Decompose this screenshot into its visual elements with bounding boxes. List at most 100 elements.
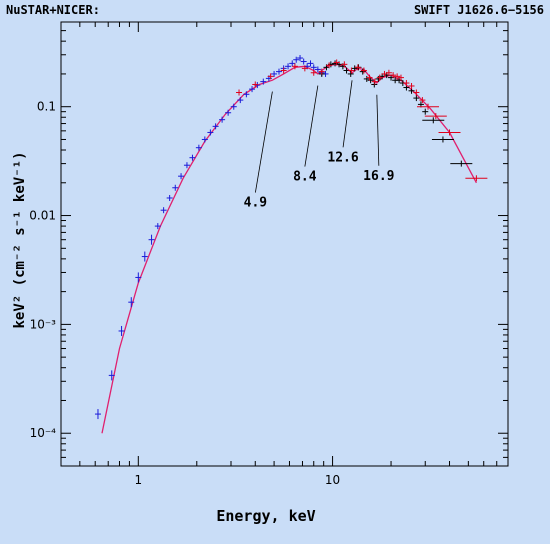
data-point <box>381 70 388 77</box>
x-axis-label: Energy, keV <box>216 507 315 525</box>
data-point <box>260 78 267 85</box>
data-point <box>297 55 304 62</box>
data-point <box>408 82 415 89</box>
data-point <box>212 123 219 130</box>
data-point <box>285 63 292 70</box>
chart-title-left: NuSTAR+NICER: <box>6 3 100 17</box>
data-point <box>166 194 173 201</box>
data-point <box>333 59 340 66</box>
x-tick-label: 1 <box>134 473 142 487</box>
data-point <box>371 78 378 85</box>
data-point <box>450 160 473 167</box>
data-point <box>207 129 214 136</box>
data-point <box>280 67 287 74</box>
data-point <box>249 86 256 93</box>
data-point <box>351 65 358 72</box>
data-point <box>422 117 445 124</box>
data-point <box>225 109 232 116</box>
data-point <box>300 58 307 65</box>
model-curve <box>101 63 477 434</box>
data-point <box>189 154 196 161</box>
y-axis-label: keV² (cm⁻² s⁻¹ keV⁻¹) <box>12 151 28 328</box>
data-point <box>108 370 115 381</box>
data-point <box>219 116 226 123</box>
data-point <box>363 75 370 82</box>
annotation-line <box>342 80 353 148</box>
data-point <box>465 175 488 182</box>
data-point <box>347 70 354 77</box>
data-point <box>160 207 167 214</box>
y-tick-label: 10⁻⁴ <box>30 426 57 440</box>
data-point <box>293 56 300 63</box>
data-point <box>301 65 308 72</box>
data-point <box>243 91 250 98</box>
data-point <box>413 95 420 102</box>
data-point <box>419 97 426 104</box>
data-point <box>307 60 314 67</box>
data-point <box>195 144 202 151</box>
data-point <box>271 70 278 77</box>
plot-frame <box>60 21 509 467</box>
data-point <box>360 67 367 74</box>
annotations-layer: 4.9 8.4 12.6 16.9 <box>244 80 394 211</box>
data-point <box>359 68 366 75</box>
data-point <box>390 72 397 79</box>
data-point <box>237 97 244 104</box>
data-point <box>201 136 208 143</box>
annotation-line <box>376 94 380 166</box>
data-points-layer <box>94 55 488 420</box>
data-point <box>326 62 333 69</box>
data-point <box>291 63 298 70</box>
data-point <box>135 272 142 283</box>
x-tick-label: 10 <box>325 473 340 487</box>
data-point <box>431 136 454 143</box>
data-point <box>375 75 382 82</box>
data-point <box>376 74 383 81</box>
data-point <box>438 129 461 136</box>
data-point <box>267 73 274 80</box>
annotation-label: 12.6 <box>327 150 358 165</box>
data-point <box>394 73 401 80</box>
data-point <box>424 113 447 120</box>
annotation-label: 16.9 <box>363 169 394 184</box>
annotation-label: 4.9 <box>244 196 267 211</box>
tick-labels: 1 10 10⁻⁴ 10⁻³ 0.01 0.1 <box>29 100 340 487</box>
data-point <box>230 103 237 110</box>
annotation-label: 8.4 <box>293 170 317 185</box>
model-curve-layer <box>101 63 477 434</box>
data-point <box>178 173 185 180</box>
data-point <box>118 325 125 336</box>
data-point <box>417 103 440 110</box>
data-point <box>172 184 179 191</box>
axis-ticks <box>60 22 509 467</box>
y-tick-label: 0.01 <box>29 209 56 223</box>
data-point <box>385 69 392 76</box>
annotation-line <box>304 85 319 167</box>
data-point <box>289 60 296 67</box>
data-point <box>141 251 148 262</box>
data-point <box>318 68 325 75</box>
data-point <box>148 234 155 245</box>
data-point <box>413 89 420 96</box>
data-point <box>314 66 321 73</box>
data-point <box>128 297 135 308</box>
data-point <box>367 77 374 84</box>
data-point <box>236 89 243 96</box>
data-point <box>403 80 410 87</box>
data-point <box>366 74 373 81</box>
data-point <box>348 67 355 74</box>
data-point <box>310 64 317 71</box>
data-point <box>183 162 190 169</box>
annotation-line <box>254 91 273 193</box>
data-point <box>371 81 378 88</box>
data-point <box>94 409 101 420</box>
y-tick-label: 10⁻³ <box>30 317 57 331</box>
data-point <box>276 68 283 75</box>
data-point <box>341 61 348 68</box>
data-point <box>310 69 317 76</box>
data-point <box>354 64 361 71</box>
data-point <box>397 74 404 81</box>
data-point <box>252 81 259 88</box>
data-point <box>422 108 429 115</box>
